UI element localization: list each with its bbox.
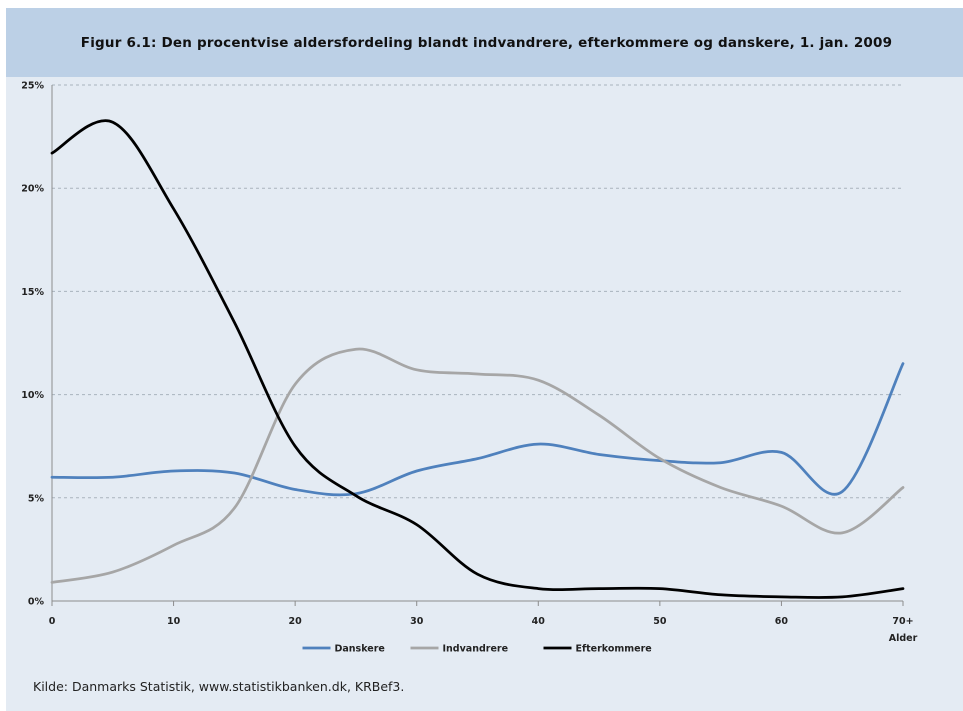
y-tick-label: 25% [21, 81, 44, 92]
y-tick-label: 0% [28, 597, 45, 608]
x-tick-label: 70+ [892, 616, 913, 627]
x-tick-label: 20 [289, 616, 303, 627]
chart-title: Figur 6.1: Den procentvise aldersfordeli… [80, 34, 893, 51]
title-bar: Figur 6.1: Den procentvise aldersfordeli… [6, 8, 963, 77]
x-tick-label: 10 [167, 616, 181, 627]
x-tick-label: 40 [532, 616, 546, 627]
y-tick-label: 15% [21, 287, 44, 298]
line-chart: 0% 5% 10% 15% 20% 25% 0 10 20 30 40 50 60 70+ Alder Dan… [21, 81, 918, 655]
x-axis-title: Alder [889, 633, 918, 644]
x-tick-label: 30 [410, 616, 424, 627]
y-tick-label: 5% [28, 493, 45, 504]
x-tick-label: 60 [775, 616, 789, 627]
y-tick-label: 10% [21, 390, 44, 401]
y-tick-label: 20% [21, 184, 44, 195]
source-note: Kilde: Danmarks Statistik, www.statistik… [33, 679, 405, 694]
series-line-indvandrere [50, 347, 905, 584]
legend-label-danskere: Danskere [335, 644, 385, 655]
series-line-efterkommere [50, 119, 905, 599]
x-tick-label: 50 [653, 616, 667, 627]
x-tick-label: 0 [49, 616, 56, 627]
legend-label-indvandrere: Indvandrere [443, 644, 509, 655]
chart-frame: Figur 6.1: Den procentvise aldersfordeli… [6, 8, 963, 711]
series-line-danskere [50, 362, 905, 497]
legend-label-efterkommere: Efterkommere [576, 644, 652, 655]
